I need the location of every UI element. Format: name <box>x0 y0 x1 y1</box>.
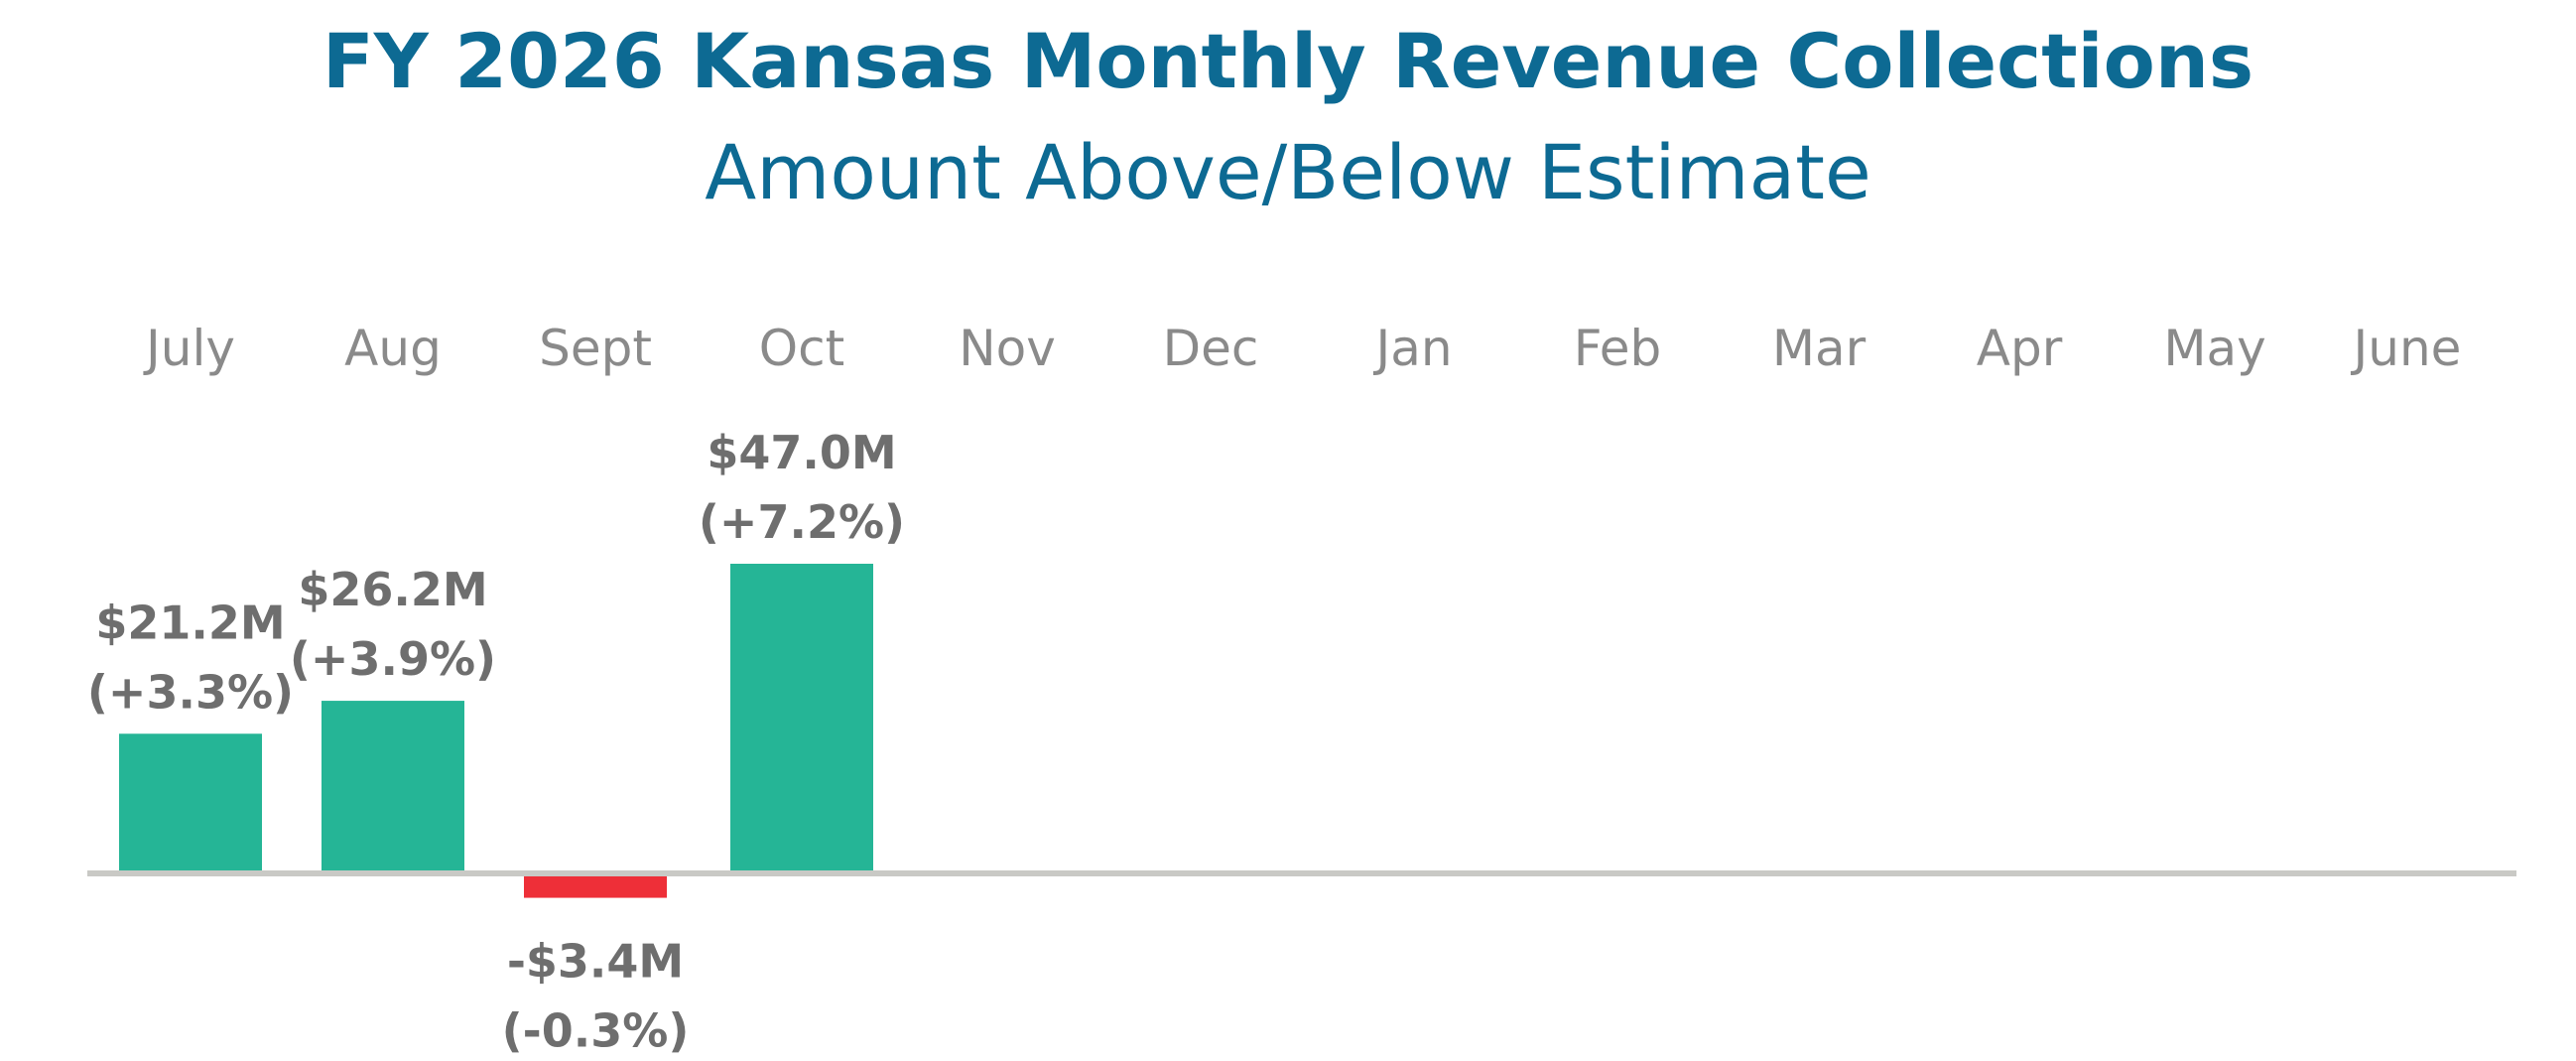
month-label-jan: Jan <box>1372 320 1452 377</box>
month-label-aug: Aug <box>344 320 442 377</box>
month-labels: July Aug Sept Oct Nov Dec Jan Feb Mar Apr May June <box>143 320 2461 377</box>
month-label-nov: Nov <box>959 320 1056 377</box>
month-label-mar: Mar <box>1772 320 1867 377</box>
value-label-oct: $47.0M <box>707 426 896 479</box>
value-label-july: $21.2M <box>95 596 285 649</box>
month-label-sept: Sept <box>539 320 652 377</box>
chart-subtitle: Amount Above/Below Estimate <box>705 128 1870 216</box>
data-labels: $21.2M (+3.3%)$26.2M (+3.9%) -$3.4M (-0.3%) $… <box>87 426 905 1058</box>
bar-oct <box>730 564 873 873</box>
bar-july <box>119 733 262 873</box>
month-label-oct: Oct <box>759 320 844 377</box>
percent-label-sept: (-0.3%) <box>502 1004 690 1058</box>
month-label-apr: Apr <box>1977 320 2063 377</box>
percent-label-oct: (+7.2%) <box>699 495 905 549</box>
percent-label-july: (+3.3%) <box>87 665 294 719</box>
month-label-feb: Feb <box>1574 320 1662 377</box>
bars <box>119 564 873 898</box>
chart-title: FY 2026 Kansas Monthly Revenue Collectio… <box>322 17 2254 105</box>
month-label-dec: Dec <box>1163 320 1259 377</box>
percent-label-aug: (+3.9%) <box>290 632 496 686</box>
month-label-july: July <box>143 320 235 377</box>
month-label-june: June <box>2351 320 2462 377</box>
value-label-sept: -$3.4M <box>507 935 684 989</box>
month-label-may: May <box>2163 320 2265 377</box>
bar-aug <box>322 701 464 873</box>
value-label-aug: $26.2M <box>298 563 487 616</box>
bar-sept <box>524 875 667 898</box>
